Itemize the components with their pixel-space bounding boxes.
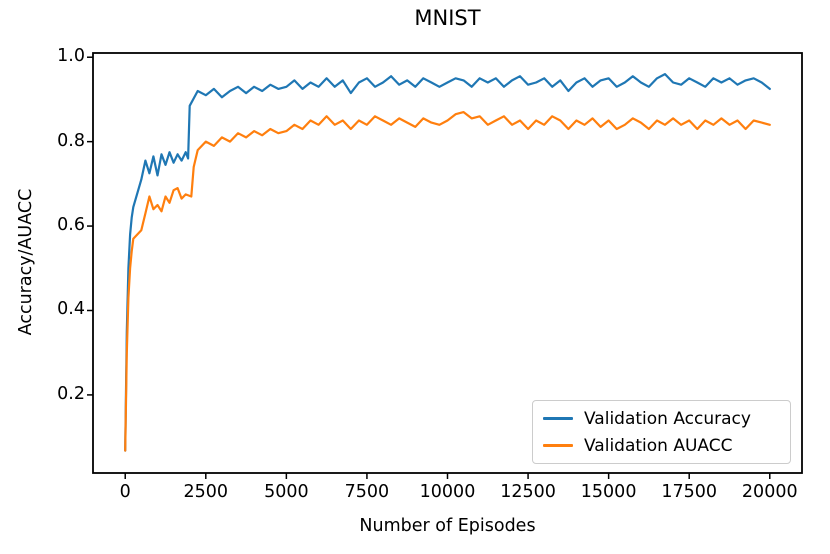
orange-line-swatch-icon (543, 444, 573, 447)
legend: Validation Accuracy Validation AUACC (532, 400, 791, 464)
legend-label-validation-auacc: Validation AUACC (584, 435, 733, 456)
x-axis-label: Number of Episodes (359, 516, 536, 536)
x-tick-label: 7500 (344, 482, 390, 502)
legend-item-validation-auacc: Validation AUACC (543, 436, 780, 456)
x-tick-label: 20000 (741, 482, 798, 502)
y-tick-label: 0.2 (57, 383, 85, 404)
x-tick-label: 0 (119, 482, 131, 502)
x-tick-label: 10000 (419, 482, 476, 502)
legend-label-validation-accuracy: Validation Accuracy (584, 408, 751, 429)
x-tick-label: 5000 (264, 482, 309, 502)
x-tick-label: 2500 (183, 482, 229, 502)
legend-item-validation-accuracy: Validation Accuracy (543, 409, 780, 429)
y-tick-label: 0.4 (57, 299, 85, 320)
chart-title: MNIST (414, 6, 481, 30)
y-tick-label: 1.0 (57, 46, 85, 67)
x-tick-label: 17500 (661, 482, 718, 502)
y-tick-label: 0.6 (57, 215, 85, 236)
blue-line-swatch-icon (543, 417, 573, 420)
x-tick-label: 12500 (500, 482, 556, 502)
y-tick-label: 0.8 (57, 130, 85, 151)
x-tick-label: 15000 (580, 482, 637, 502)
